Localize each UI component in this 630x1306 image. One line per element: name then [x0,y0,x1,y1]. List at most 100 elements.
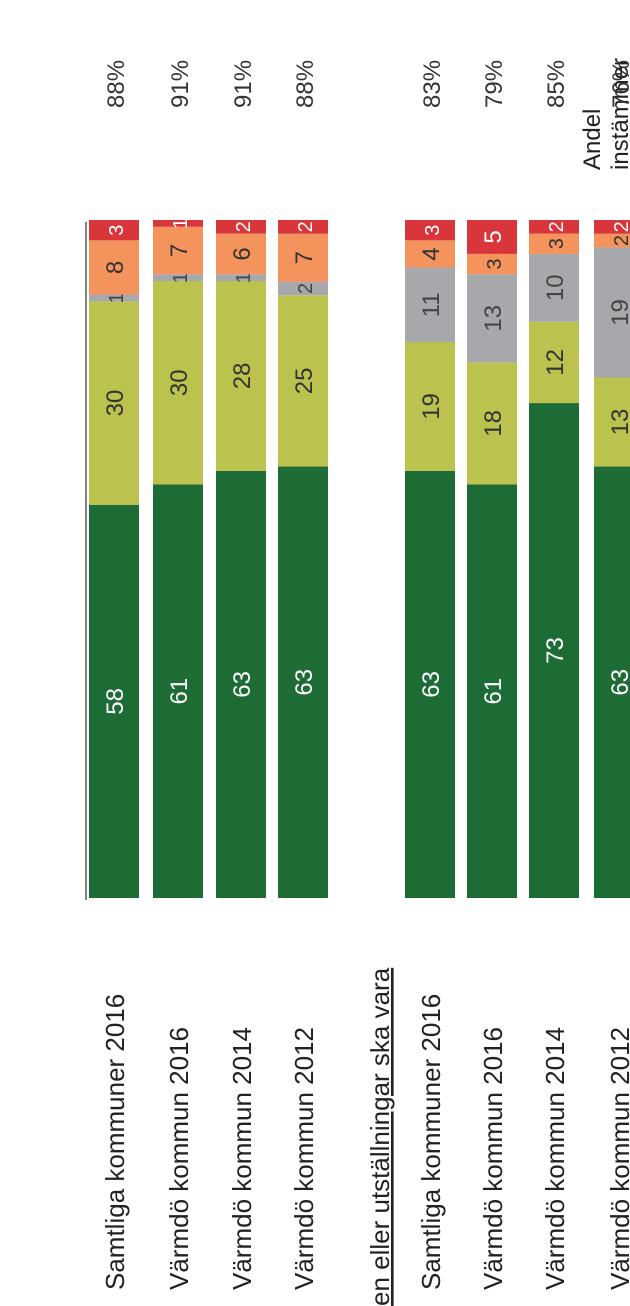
bar-segment [216,470,266,898]
bar-segment [89,240,139,295]
share-label: 76% [608,60,630,108]
row-label: Värmdö kommun 2014 [227,1027,257,1290]
data-label: 61 [166,678,193,705]
section-title: en eller utställningar ska vara [365,967,395,1306]
bar-segment [594,233,630,248]
bar-segment [216,274,266,282]
data-label: 3 [106,225,128,236]
bar-segment [467,220,517,254]
bar-segment [405,267,455,343]
data-label: 3 [484,259,506,270]
share-label: 88% [292,60,319,108]
row-label: Samtliga kommuner 2016 [100,994,130,1290]
share-label: 91% [230,60,257,108]
data-label: 19 [418,393,445,420]
share-header-line1: Andel [579,109,606,170]
data-label: 2 [611,235,630,246]
data-label: 7 [166,244,193,257]
data-label: 28 [229,363,256,390]
bar-segment [153,220,203,227]
data-label: 12 [542,349,569,376]
bar-segment [278,220,328,234]
bar-segment [89,294,139,302]
share-label: 83% [419,60,446,108]
bar-segment [153,226,203,275]
bar-segment [467,484,517,898]
bar-segment [153,274,203,282]
data-label: 13 [480,305,507,332]
data-label: 2 [611,221,630,232]
row-label: Värmdö kommun 2016 [478,1027,508,1290]
row-label: Värmdö kommun 2012 [605,1027,630,1290]
data-label: 58 [102,688,129,715]
data-label: 2 [295,221,317,232]
bar-segment [405,342,455,471]
data-label: 30 [166,369,193,396]
data-label: 5 [480,230,507,243]
data-label: 6 [229,247,256,260]
data-label: 1 [170,272,192,283]
bar-segment [529,321,579,404]
bar-segment [278,281,328,296]
bar-segment [89,220,139,241]
data-label: 18 [480,410,507,437]
bar-segment [216,233,266,275]
data-label: 2 [295,283,317,294]
row-label: Samtliga kommuner 2016 [416,994,446,1290]
bar-segment [467,362,517,485]
bar-segment [89,301,139,505]
bar-segment [405,240,455,268]
data-label: 4 [418,247,445,260]
data-label: 73 [542,637,569,664]
data-label: 63 [607,669,630,696]
bar-segment [216,281,266,471]
data-label: 63 [229,671,256,698]
data-label: 1 [233,272,255,283]
data-label: 61 [480,678,507,705]
share-header-line2: instämmer [607,58,630,170]
data-label: 63 [291,669,318,696]
bar-segment [594,466,630,898]
bar-segment [529,403,579,898]
data-label: 7 [291,251,318,264]
bar-segment [529,233,579,254]
bar-segment [467,253,517,275]
data-label: 10 [542,274,569,301]
share-label: 91% [167,60,194,108]
share-label: 85% [543,60,570,108]
bar-segment [529,253,579,322]
bar-segment [278,295,328,467]
data-label: 25 [291,368,318,395]
data-label: 8 [102,261,129,274]
bar-segment [153,281,203,485]
data-label: 1 [106,292,128,303]
bar-segment [467,274,517,363]
bar-segment [405,470,455,898]
share-label: 79% [481,60,508,108]
row-label: Värmdö kommun 2012 [289,1027,319,1290]
row-label: Värmdö kommun 2014 [540,1027,570,1290]
data-label: 11 [418,292,445,317]
data-label: 63 [418,671,445,698]
bar-segment [594,220,630,234]
data-label: 30 [102,390,129,417]
bar-segment [278,466,328,898]
bar-segment [216,220,266,234]
bar-segment [278,233,328,282]
bar-segment [594,377,630,467]
data-label: 2 [233,221,255,232]
bar-segment [89,504,139,898]
bar-segment [153,484,203,898]
data-label: 2 [546,221,568,232]
data-label: 19 [607,299,630,326]
bar-segment [594,247,630,378]
share-column-header: Andelinstämmer [579,58,630,170]
share-label: 88% [103,60,130,108]
row-label: Värmdö kommun 2016 [164,1027,194,1290]
bar-segment [529,220,579,234]
data-label: 3 [422,225,444,236]
bar-segment [405,220,455,241]
data-label: 3 [546,238,568,249]
data-label: 13 [607,409,630,436]
